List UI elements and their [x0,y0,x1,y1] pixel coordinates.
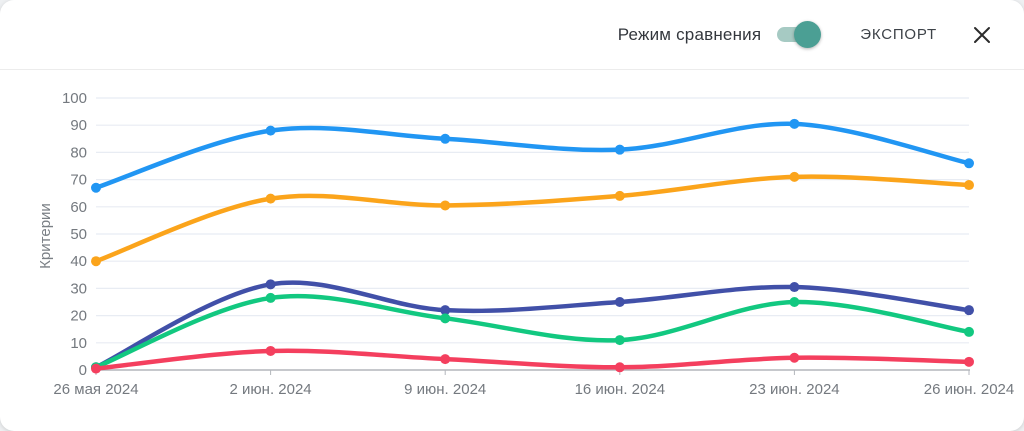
y-axis-title: Критерии [37,203,54,269]
series-line-red [93,348,972,371]
series-point-blue [614,144,625,155]
y-tick-label: 50 [70,226,87,243]
y-tick-label: 40 [70,253,87,270]
series-point-indigo [265,279,276,290]
export-button[interactable]: ЭКСПОРТ [856,20,941,49]
series-point-red [614,362,625,373]
y-tick-label: 30 [70,280,87,297]
y-tick-label: 0 [79,362,87,379]
series-point-orange [789,171,800,182]
series-point-indigo [789,282,800,293]
y-tick-label: 10 [70,335,87,352]
series-point-green [614,335,625,346]
dialog-header: Режим сравнения ЭКСПОРТ [0,0,1024,70]
criteria-line-chart: 0 10 20 30 40 50 60 70 80 90 100 26 мая 2024 2 июн. … [0,70,1024,430]
compare-mode-toggle[interactable] [777,21,822,48]
series-point-orange [614,190,625,201]
series-point-blue [265,125,276,136]
series-point-red [91,363,101,374]
chart-canvas: 0 10 20 30 40 50 60 70 80 90 100 26 мая 2024 2 июн. … [37,90,1014,398]
series-point-orange [440,200,451,211]
x-tick-label: 16 июн. 2024 [575,381,665,398]
series-point-green [440,313,451,324]
x-tick-label: 23 июн. 2024 [749,381,839,398]
series-line-green [93,293,972,370]
series-point-orange [964,180,974,191]
series-point-red [265,345,276,356]
y-tick-label: 90 [70,117,87,134]
x-tick-label: 26 мая 2024 [53,381,138,398]
toggle-thumb [794,21,822,48]
x-tick-label: 9 июн. 2024 [404,381,486,398]
series-point-green [789,297,800,307]
series-point-indigo [964,305,974,316]
series-point-green [265,292,276,303]
series-line-blue [93,121,972,191]
y-tick-label: 100 [62,90,87,107]
series-point-blue [789,118,800,129]
y-tick-label: 60 [70,199,87,216]
close-button[interactable] [967,20,997,50]
y-tick-label: 70 [70,172,87,189]
series-point-red [789,352,800,363]
x-tick-label: 26 июн. 2024 [924,381,1014,398]
series-point-orange [91,256,101,267]
compare-mode-control: Режим сравнения [617,21,825,48]
series-point-indigo [440,305,451,316]
x-tick-label: 2 июн. 2024 [230,381,312,398]
y-tick-label: 80 [70,144,87,161]
series-point-blue [440,133,451,144]
series-point-red [440,354,451,365]
series-point-indigo [614,297,625,307]
compare-mode-label: Режим сравнения [617,24,762,44]
series-point-blue [91,182,101,193]
series-point-red [964,356,974,367]
series-point-orange [265,193,276,204]
series-line-indigo [93,280,972,370]
series-line-orange [93,174,972,264]
close-icon [974,26,990,43]
series-point-green [964,326,974,337]
series-point-blue [964,158,974,169]
y-tick-label: 20 [70,308,87,325]
